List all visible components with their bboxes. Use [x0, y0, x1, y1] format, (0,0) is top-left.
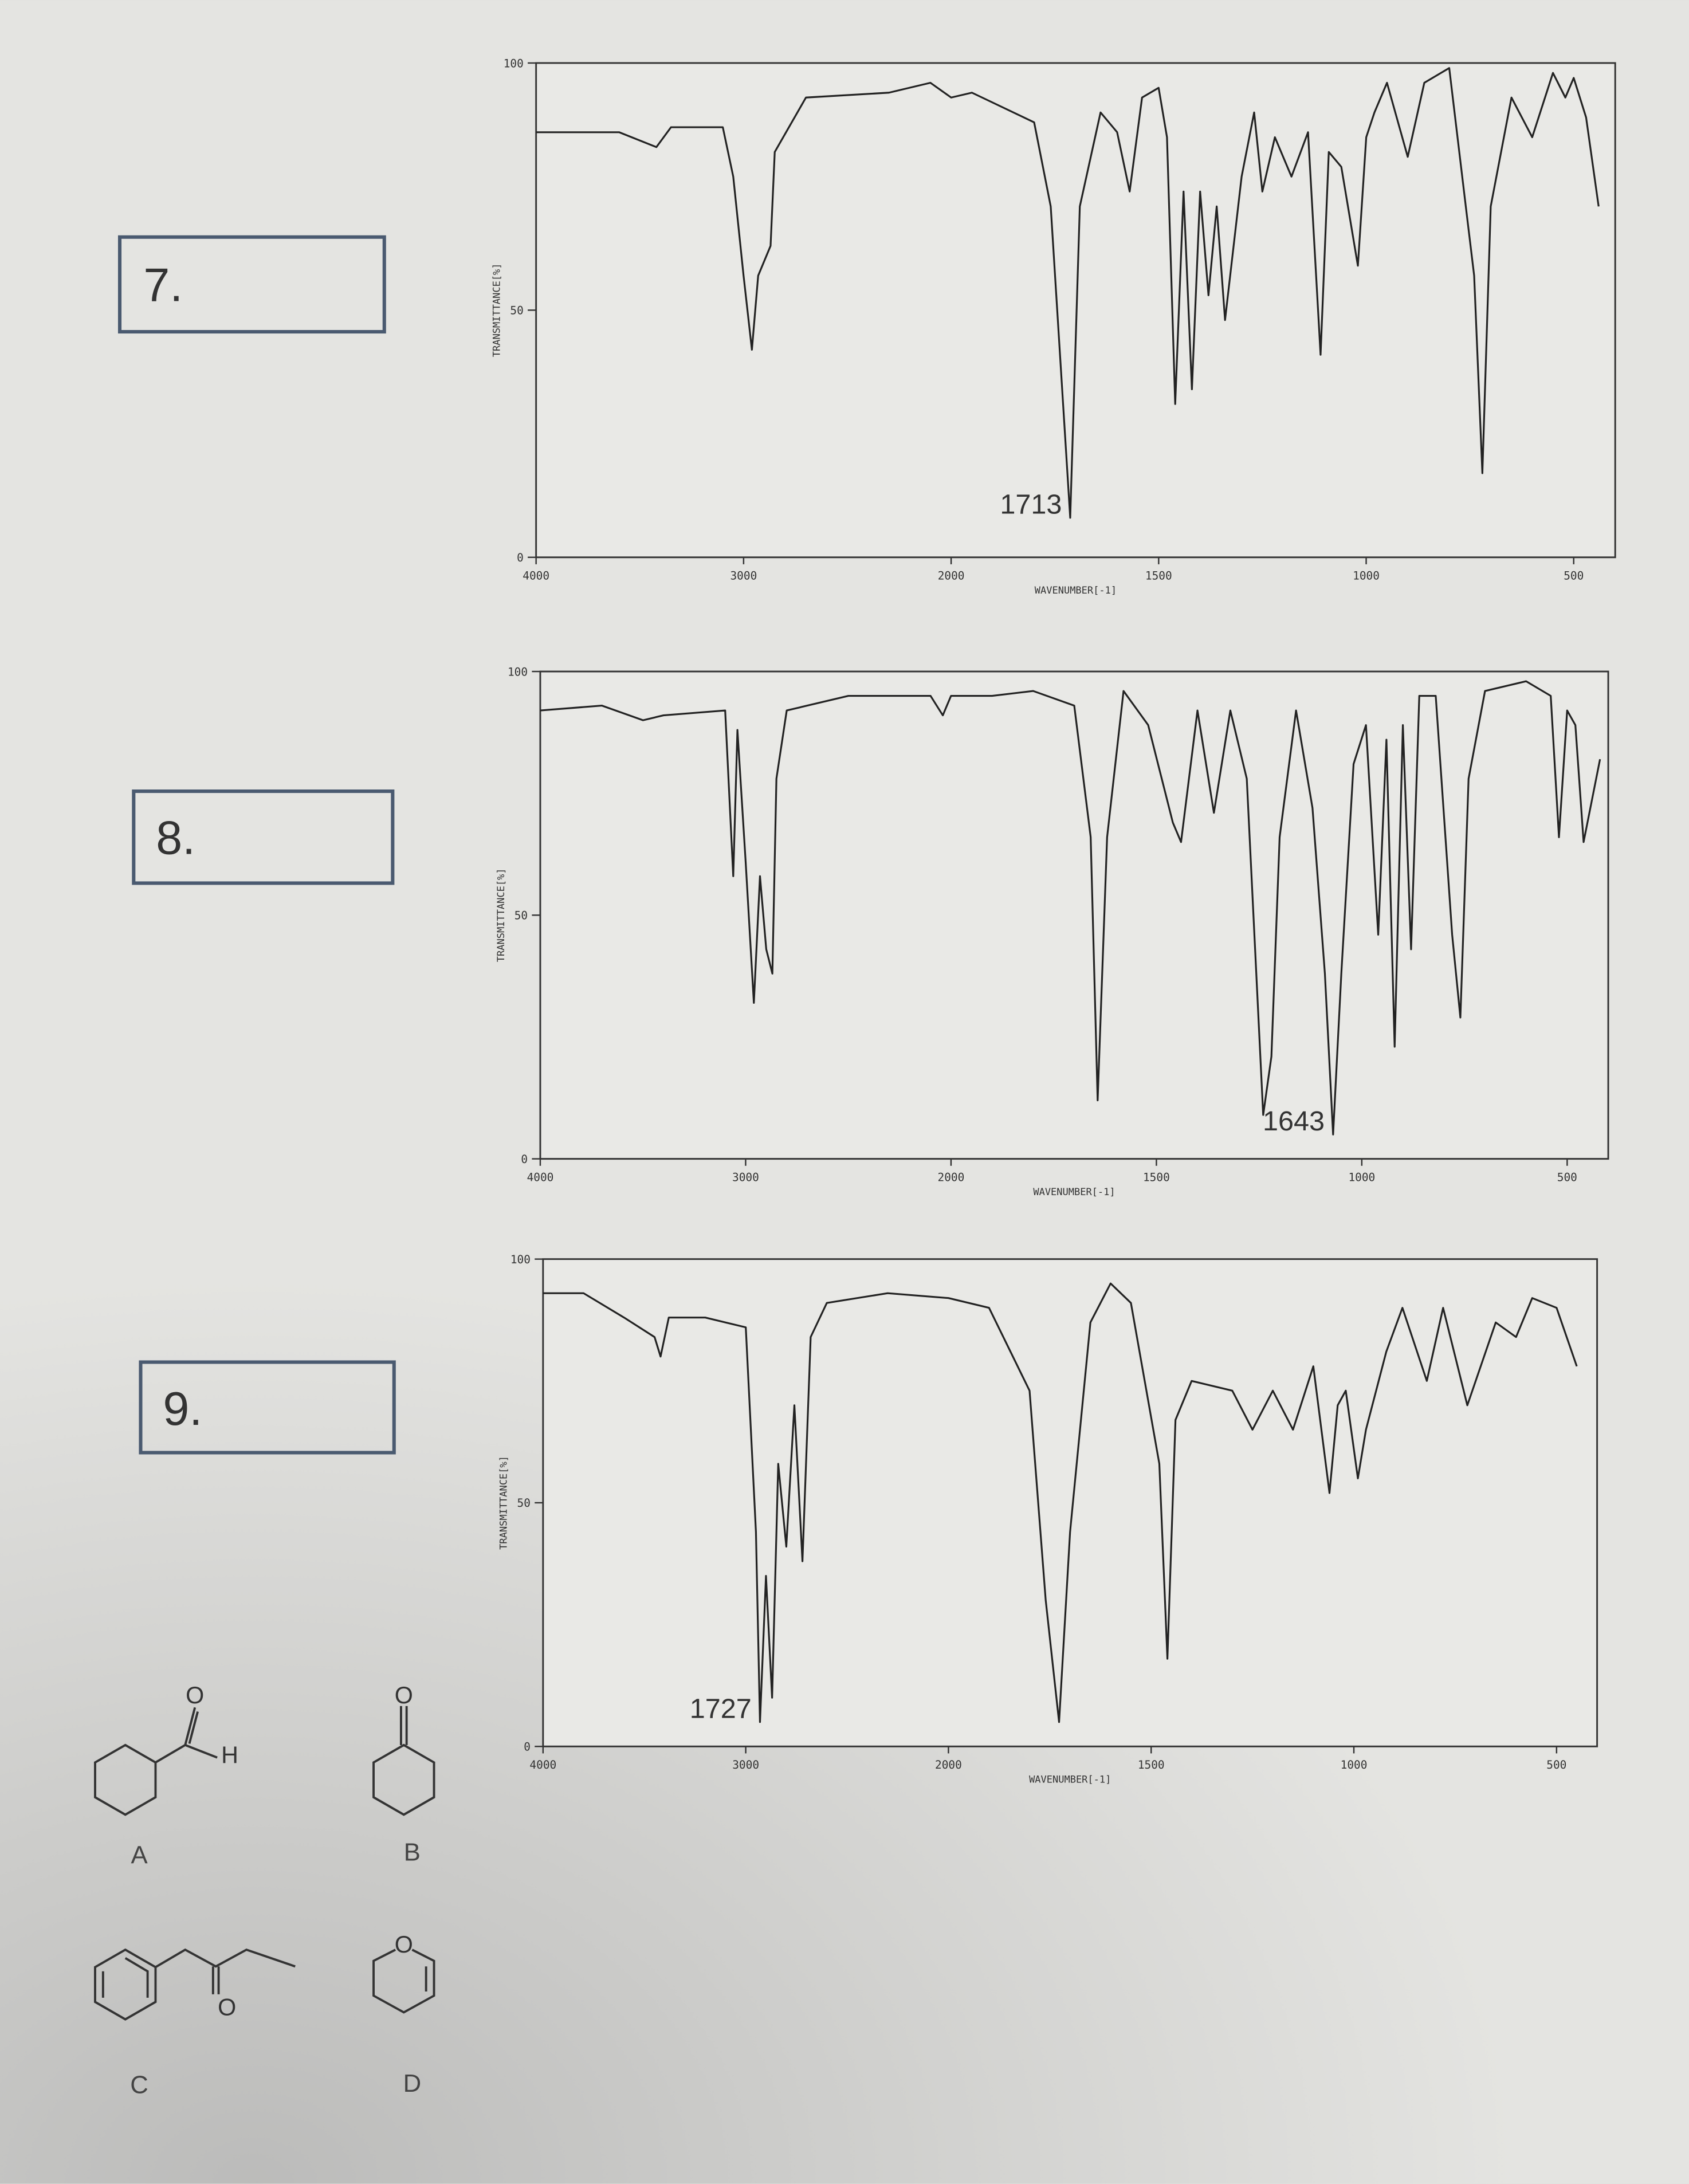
- y-axis-label: TRANSMITTANCE[%]: [491, 263, 502, 357]
- y-tick-label: 0: [521, 1153, 528, 1166]
- x-tick-label: 500: [1546, 1758, 1566, 1771]
- bond: [155, 1948, 296, 1969]
- x-tick-label: 1500: [1145, 569, 1172, 583]
- spectrum-line: [543, 1282, 1578, 1723]
- atom: O: [218, 1994, 236, 2020]
- x-tick-label: 4000: [523, 569, 549, 583]
- atom: O: [395, 1931, 413, 1958]
- option-labels: A B C D: [130, 1839, 421, 2099]
- atom: O: [186, 1682, 204, 1708]
- question-number: 7.: [143, 258, 183, 312]
- x-tick-label: 1000: [1348, 1171, 1375, 1184]
- x-tick-label: 4000: [529, 1758, 556, 1771]
- x-tick-label: 1000: [1353, 569, 1380, 583]
- x-tick-label: 2000: [938, 1171, 965, 1184]
- plot-frame: [542, 1258, 1598, 1747]
- bond: [188, 1711, 199, 1744]
- peak-annotation: 1727: [690, 1693, 752, 1724]
- y-tick-label: 50: [517, 1496, 531, 1510]
- atom-labels: O H O O O: [186, 1682, 413, 2020]
- x-tick-label: 1000: [1341, 1758, 1368, 1771]
- plot-frame: [535, 62, 1616, 559]
- y-tick-label: 100: [508, 665, 528, 678]
- option-label: C: [130, 2071, 148, 2099]
- question-number: 9.: [163, 1382, 202, 1435]
- x-tick-label: 3000: [732, 1758, 759, 1771]
- x-tick-label: 2000: [935, 1758, 962, 1771]
- option-label: B: [404, 1839, 421, 1867]
- answer-box: [117, 235, 386, 334]
- x-axis-label: WAVENUMBER[-1]: [1035, 585, 1117, 596]
- atom: H: [221, 1742, 238, 1768]
- y-tick-label: 0: [517, 551, 524, 564]
- answer-box: [132, 789, 395, 885]
- structures: [94, 1706, 435, 2021]
- ir-chart: 0 50 100 4000 3000 2000 1500 1000 500 TRANSMITTAN…: [498, 1253, 1598, 1785]
- atom: O: [395, 1682, 413, 1708]
- x-axis-label: WAVENUMBER[-1]: [1033, 1187, 1115, 1198]
- x-axis-label: WAVENUMBER[-1]: [1029, 1774, 1111, 1785]
- ir-chart: 0 50 100 4000 3000 2000 1500 1000 500 TRANSMITTAN…: [491, 57, 1616, 596]
- peak-annotation: 1713: [1000, 489, 1062, 520]
- spectrum-line: [540, 680, 1601, 1136]
- option-label: A: [131, 1841, 148, 1869]
- y-tick-label: 100: [504, 57, 524, 70]
- y-axis-label: TRANSMITTANCE[%]: [496, 868, 507, 962]
- question-number: 8.: [156, 811, 195, 864]
- y-tick-label: 50: [514, 909, 528, 922]
- ring: [372, 1949, 435, 2014]
- y-tick-label: 100: [510, 1253, 531, 1266]
- y-tick-label: 0: [524, 1741, 531, 1754]
- x-tick-label: 1500: [1143, 1171, 1170, 1184]
- peak-annotation: 1643: [1263, 1106, 1325, 1137]
- spectrum-line: [536, 67, 1600, 519]
- x-tick-label: 500: [1564, 569, 1584, 583]
- x-tick-label: 3000: [732, 1171, 759, 1184]
- bond: [124, 1957, 149, 1998]
- ir-chart: 0 50 100 4000 3000 2000 1500 1000 500 TRANSMITTAN…: [496, 665, 1609, 1198]
- y-tick-label: 50: [510, 304, 523, 317]
- x-tick-label: 500: [1557, 1171, 1577, 1184]
- y-axis-label: TRANSMITTANCE[%]: [498, 1456, 510, 1550]
- option-label: D: [403, 2069, 422, 2097]
- answer-box: [139, 1360, 396, 1455]
- x-tick-label: 1500: [1138, 1758, 1165, 1771]
- x-tick-label: 4000: [527, 1171, 554, 1184]
- plot-frame: [539, 670, 1609, 1160]
- x-tick-label: 3000: [730, 569, 757, 583]
- x-tick-label: 2000: [938, 569, 965, 583]
- ring: [372, 1743, 435, 1816]
- bond: [184, 1744, 218, 1759]
